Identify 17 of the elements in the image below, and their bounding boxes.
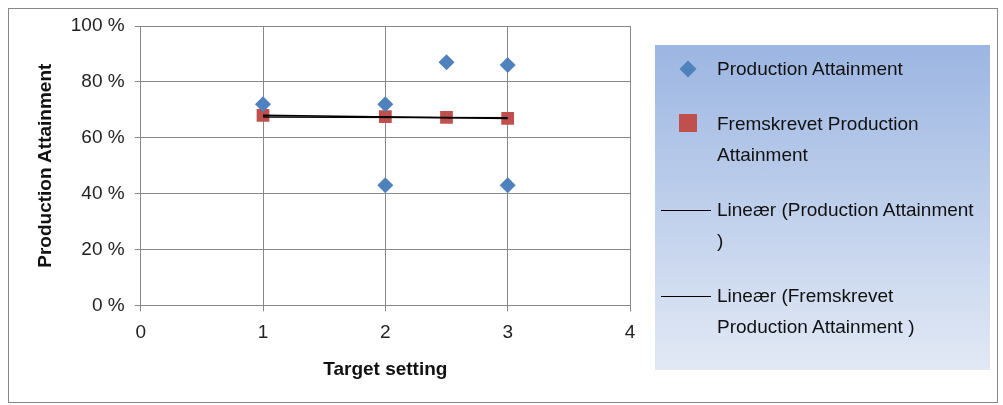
legend-label: Lineær (Production Attainment ) bbox=[717, 198, 975, 253]
y-tick-label: 80 % bbox=[81, 70, 125, 92]
x-tick-label: 1 bbox=[257, 321, 269, 343]
y-tick-label: 60 % bbox=[81, 125, 125, 147]
legend-label: Lineær (Fremskrevet Production Attainment ) bbox=[717, 284, 916, 339]
x-tick-label: 0 bbox=[135, 321, 146, 343]
x-tick-label: 2 bbox=[380, 321, 391, 343]
y-tick-label: 0 % bbox=[91, 293, 125, 315]
x-tick-label: 4 bbox=[624, 321, 636, 343]
legend-label: Fremskrevet Production Attainment bbox=[717, 112, 920, 167]
x-tick-label: 3 bbox=[502, 321, 513, 343]
legend-label: Production Attainment bbox=[717, 57, 903, 81]
y-tick-label: 100 % bbox=[70, 14, 125, 36]
y-tick-label: 40 % bbox=[81, 181, 125, 203]
y-axis-title: Production Attainment bbox=[33, 63, 55, 268]
y-tick-label: 20 % bbox=[81, 237, 125, 259]
x-axis-title: Target setting bbox=[323, 357, 448, 379]
